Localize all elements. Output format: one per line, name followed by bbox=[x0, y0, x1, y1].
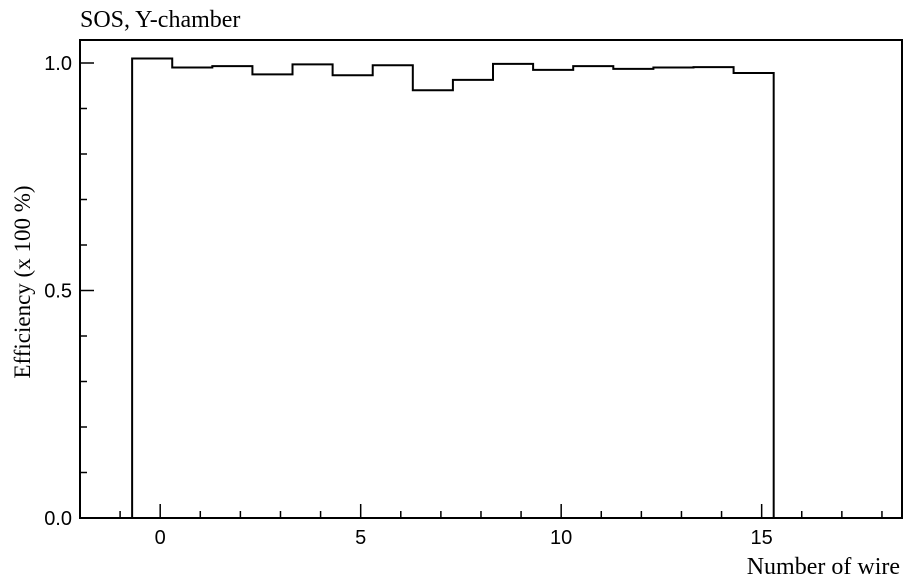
plot-frame bbox=[79, 39, 903, 519]
y-tick-label: 1.0 bbox=[44, 53, 72, 75]
x-axis-ticks bbox=[79, 504, 883, 518]
y-tick-label: 0.0 bbox=[44, 508, 72, 530]
x-tick-label: 15 bbox=[751, 527, 773, 549]
x-tick-label: 10 bbox=[550, 527, 572, 549]
x-tick-label: 0 bbox=[155, 527, 166, 549]
histogram-step-line bbox=[131, 57, 894, 519]
y-axis-tick-labels: 0.0 0.5 1.0 bbox=[44, 53, 72, 530]
x-tick-label: 5 bbox=[355, 527, 366, 549]
y-axis-ticks bbox=[80, 62, 94, 519]
y-axis-label: Efficiency (x 100 %) bbox=[10, 185, 35, 378]
y-tick-label: 0.5 bbox=[44, 281, 72, 303]
x-axis-tick-labels: 0 5 10 15 bbox=[155, 527, 773, 549]
x-axis-label: Number of wire bbox=[747, 554, 900, 580]
chart-title: SOS, Y-chamber bbox=[80, 7, 240, 33]
